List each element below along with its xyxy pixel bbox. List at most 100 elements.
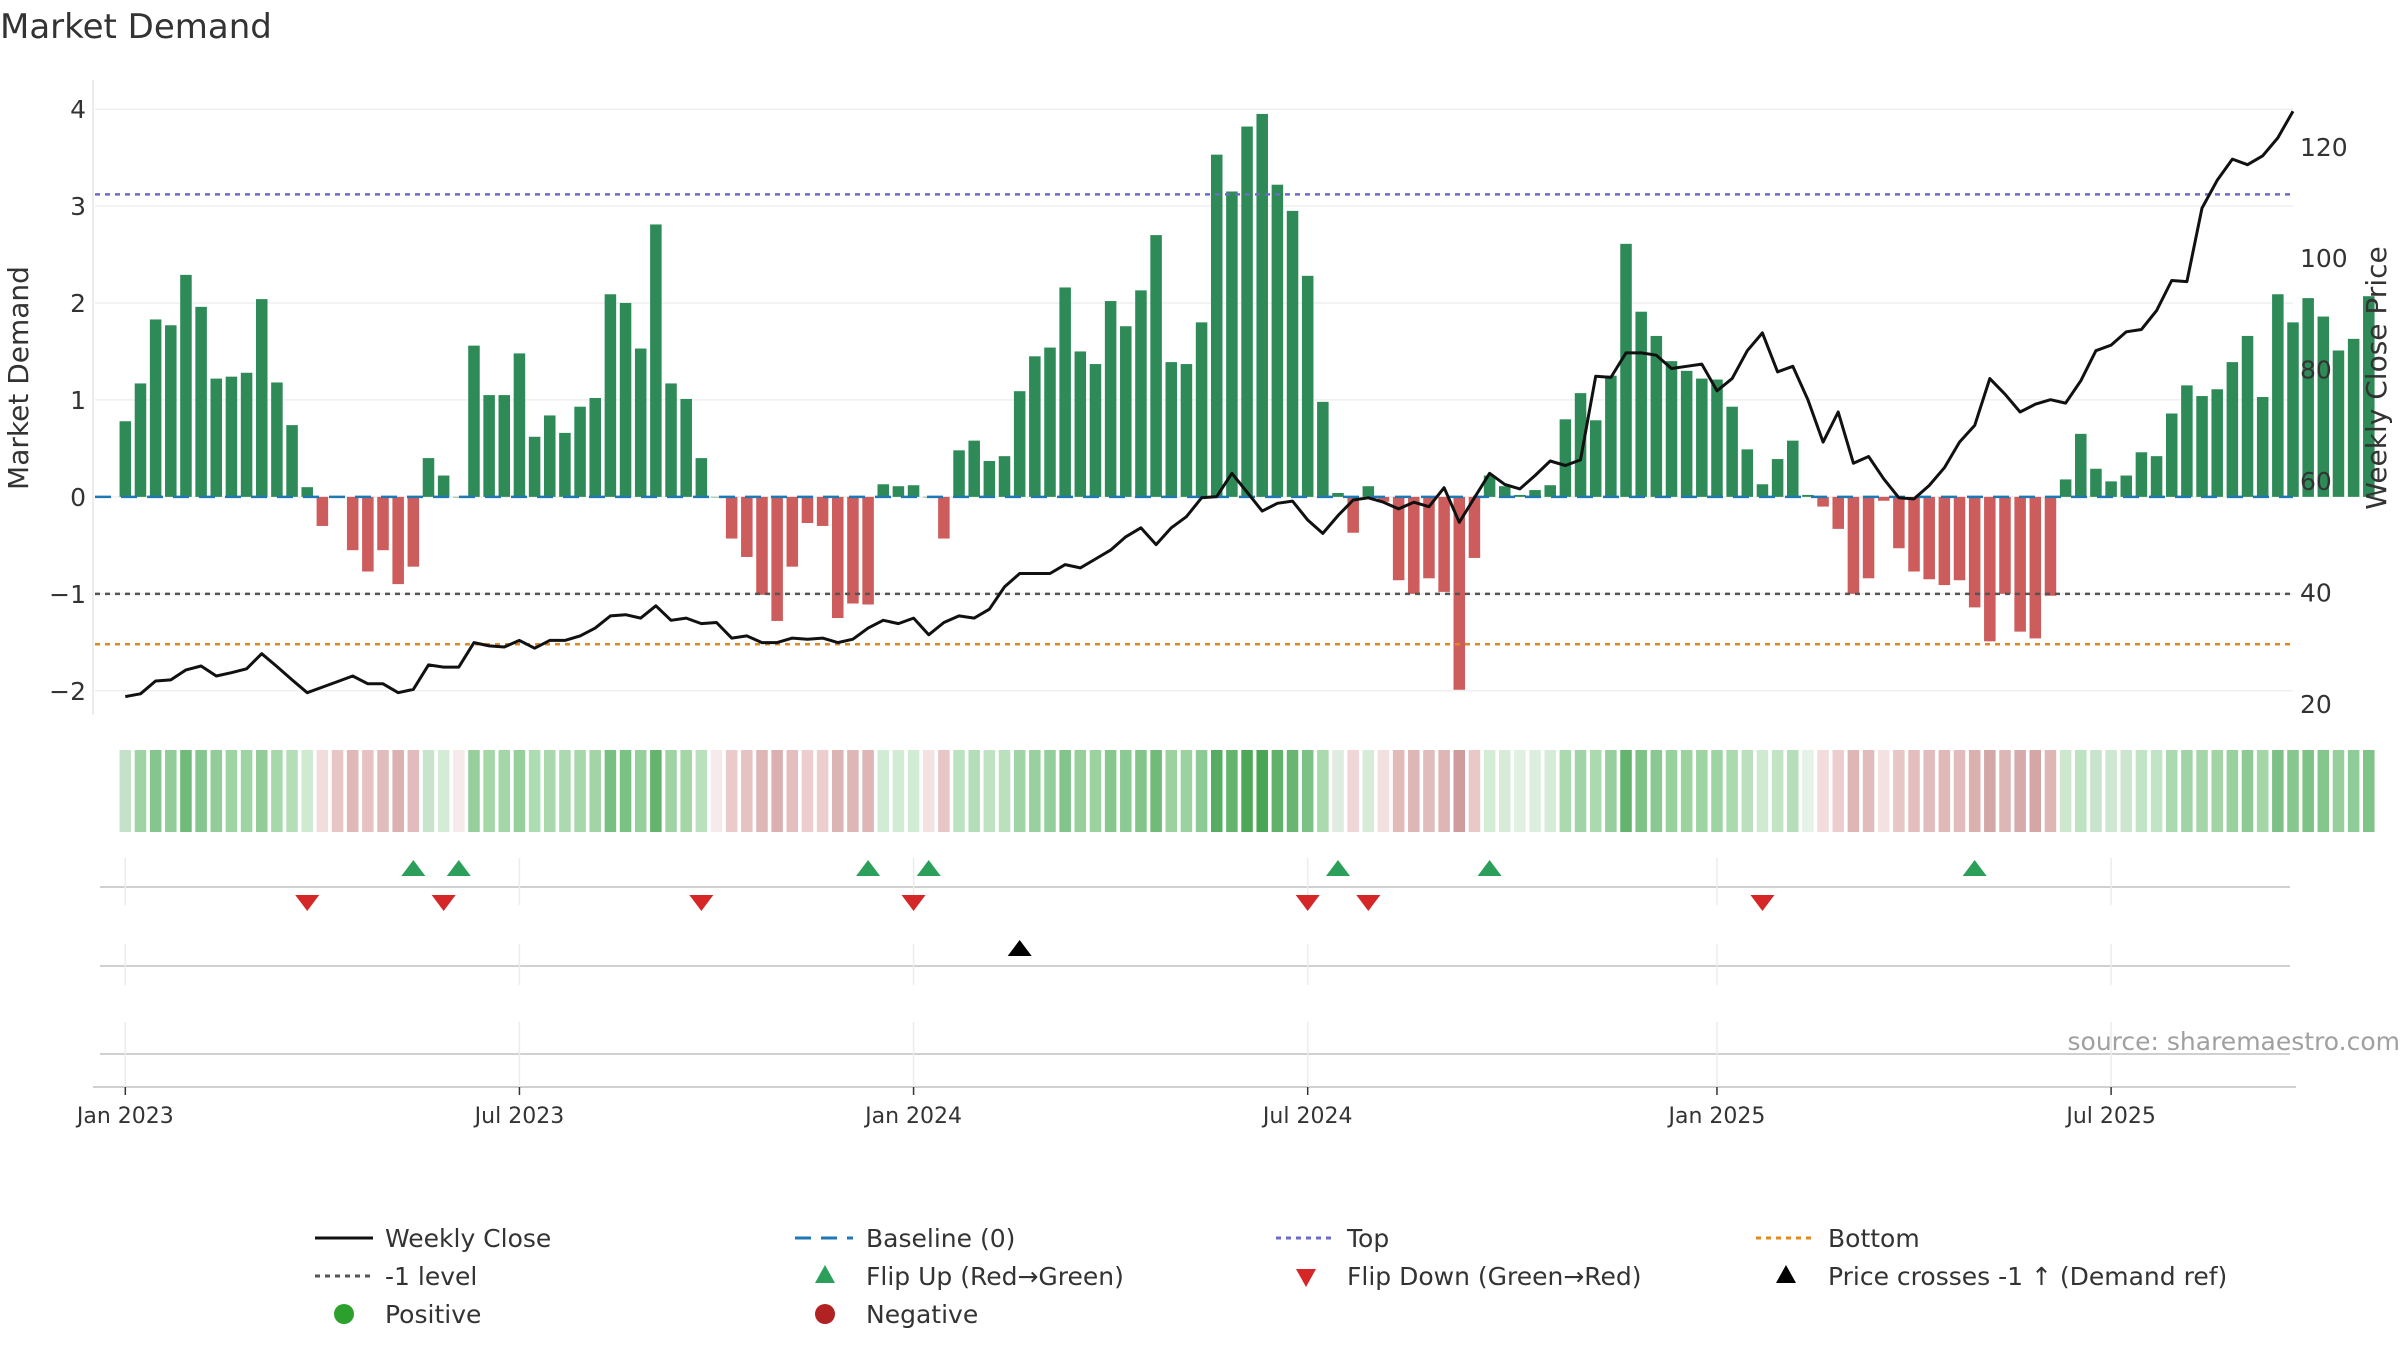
demand-bar-99 xyxy=(1620,243,1632,497)
strip-cell-133 xyxy=(2135,750,2148,832)
strip-cell-28 xyxy=(543,750,556,832)
strip-cell-30 xyxy=(574,750,586,832)
strip-cell-87 xyxy=(1438,750,1450,832)
strip-cell-117 xyxy=(1893,750,1905,832)
demand-bar-9 xyxy=(255,299,268,497)
demand-bar-70 xyxy=(1180,364,1193,497)
demand-bar-84 xyxy=(1392,496,1405,581)
cross-panel-grid xyxy=(124,944,2112,985)
strip-cell-130 xyxy=(2090,750,2102,832)
demand-bar-25 xyxy=(498,395,511,497)
demand-bar-109 xyxy=(1771,459,1784,497)
strip-cell-113 xyxy=(1832,750,1845,832)
x-tick-label-3: Jul 2024 xyxy=(1261,1104,1353,1129)
demand-bar-6 xyxy=(210,378,223,497)
source-watermark: source: sharemaestro.com xyxy=(2068,1027,2400,1056)
demand-bar-39 xyxy=(710,496,723,498)
strip-cell-145 xyxy=(2317,750,2330,832)
strip-cell-18 xyxy=(392,750,404,832)
strip-cell-69 xyxy=(1165,750,1178,832)
demand-bar-72 xyxy=(1210,154,1223,497)
y-tick-label-3: 1 xyxy=(70,386,86,415)
strip-cell-97 xyxy=(1589,750,1602,832)
strip-cell-25 xyxy=(498,750,511,832)
strip-cell-141 xyxy=(2256,750,2269,832)
demand-bar-117 xyxy=(1893,496,1905,549)
strip-cell-5 xyxy=(195,750,207,832)
legend-weekly-close: Weekly Close xyxy=(315,1224,551,1253)
strip-cell-9 xyxy=(255,750,268,832)
legend-bottom-label: Bottom xyxy=(1828,1224,1920,1253)
strip-cell-41 xyxy=(741,750,753,832)
demand-bar-105 xyxy=(1711,379,1723,497)
strip-cell-134 xyxy=(2150,750,2163,832)
demand-bar-74 xyxy=(1241,126,1253,497)
demand-bar-148 xyxy=(2363,296,2375,497)
y2-tick-label-5: 120 xyxy=(2300,133,2348,162)
x-tick-label-1: Jul 2023 xyxy=(473,1104,565,1129)
demand-bar-89 xyxy=(1468,496,1481,558)
demand-bar-36 xyxy=(665,383,677,497)
demand-bar-48 xyxy=(847,496,859,604)
strip-cell-33 xyxy=(619,750,632,832)
demand-bar-17 xyxy=(377,496,389,551)
demand-bar-106 xyxy=(1726,406,1738,497)
strip-cell-59 xyxy=(1013,750,1026,832)
demand-bar-125 xyxy=(2014,496,2026,632)
strip-cell-108 xyxy=(1756,750,1769,832)
demand-bar-57 xyxy=(983,461,996,497)
demand-bar-44 xyxy=(786,496,799,567)
demand-bar-118 xyxy=(1908,496,1920,572)
strip-cell-31 xyxy=(589,750,601,832)
demand-bar-90 xyxy=(1483,475,1496,497)
legend-flip-up-icon xyxy=(815,1265,835,1283)
strip-cell-93 xyxy=(1529,750,1541,832)
strip-cell-137 xyxy=(2196,750,2208,832)
legend-price-cross-label: Price crosses -1 ↑ (Demand ref) xyxy=(1828,1262,2227,1291)
demand-bar-143 xyxy=(2287,322,2299,497)
demand-bar-141 xyxy=(2256,397,2269,497)
strip-cell-16 xyxy=(362,750,374,832)
flip-up-marker-5 xyxy=(1477,860,1502,876)
demand-bar-34 xyxy=(634,348,647,497)
demand-bar-108 xyxy=(1756,484,1769,497)
strip-cell-147 xyxy=(2347,750,2360,832)
strip-cell-61 xyxy=(1044,750,1056,832)
strip-cell-63 xyxy=(1074,750,1087,832)
demand-bar-67 xyxy=(1135,290,1147,497)
strip-cell-13 xyxy=(316,750,329,832)
demand-bar-93 xyxy=(1529,490,1541,497)
strip-cell-123 xyxy=(1984,750,1996,832)
demand-bar-129 xyxy=(2075,433,2087,497)
strip-cell-104 xyxy=(1696,750,1708,832)
strip-cell-47 xyxy=(832,750,844,832)
demand-bar-69 xyxy=(1165,362,1178,497)
flip-up-marker-3 xyxy=(916,860,941,876)
flip-up-marker-1 xyxy=(446,860,471,876)
y2-axis-label: Weekly Close Price xyxy=(2360,246,2393,509)
demand-bar-132 xyxy=(2120,475,2133,497)
strip-cell-73 xyxy=(1226,750,1238,832)
demand-bar-1 xyxy=(134,383,147,497)
demand-bar-102 xyxy=(1665,361,1678,497)
demand-bar-120 xyxy=(1938,496,1951,586)
demand-bar-37 xyxy=(680,398,692,497)
demand-bar-47 xyxy=(832,496,844,619)
demand-bar-3 xyxy=(165,325,177,497)
demand-bar-103 xyxy=(1680,370,1693,497)
demand-bar-50 xyxy=(877,484,890,497)
strip-cell-35 xyxy=(650,750,662,832)
strip-cell-122 xyxy=(1968,750,1981,832)
strip-cell-88 xyxy=(1453,750,1466,832)
strip-cell-118 xyxy=(1908,750,1920,832)
flip-down-marker-5 xyxy=(1356,895,1381,911)
legend: Weekly Close Baseline (0) Top Bottom -1 … xyxy=(315,1224,2227,1329)
demand-bar-140 xyxy=(2241,335,2254,497)
strip-cell-51 xyxy=(892,750,905,832)
demand-bar-12 xyxy=(301,487,313,497)
strip-cell-64 xyxy=(1089,750,1102,832)
demand-bar-82 xyxy=(1362,486,1375,497)
strip-cell-62 xyxy=(1059,750,1071,832)
demand-bar-86 xyxy=(1423,496,1435,579)
strip-cell-26 xyxy=(513,750,526,832)
